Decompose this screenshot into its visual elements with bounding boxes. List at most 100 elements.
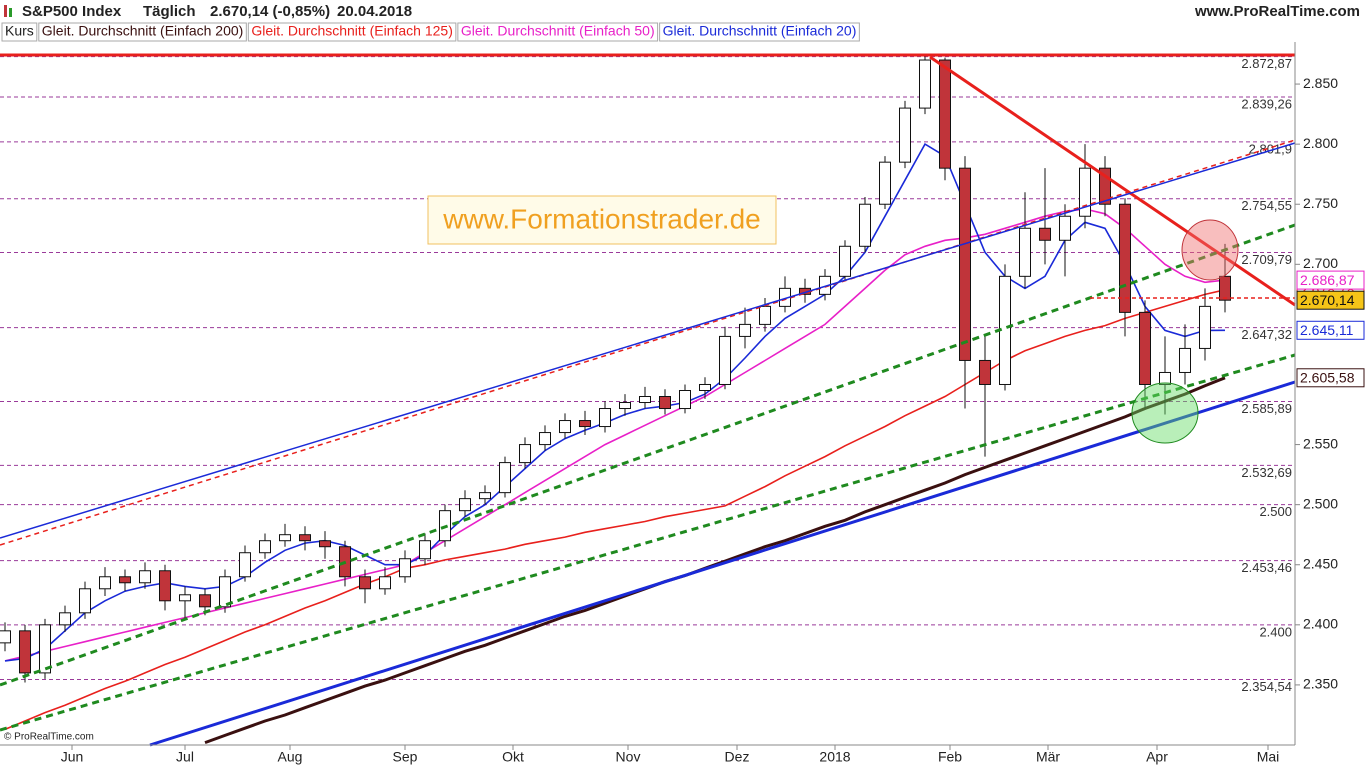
candle-body (879, 161, 891, 205)
trendline (929, 55, 1296, 307)
x-tick-label: Feb (938, 749, 962, 765)
candle-body (679, 389, 691, 410)
x-tick-label: Aug (278, 749, 303, 765)
candle-body (359, 576, 371, 590)
y-tick-label: 2.400 (1303, 616, 1338, 632)
moving-average (4, 289, 1226, 731)
candle-body (1159, 371, 1171, 385)
legend-entry: Gleit. Durchschnitt (Einfach 125) (251, 23, 453, 39)
candle-body (579, 420, 591, 428)
candle-body (1099, 167, 1111, 205)
x-tick-label: Sep (393, 749, 418, 765)
x-tick-label: Mai (1257, 749, 1280, 765)
trendline (0, 223, 1296, 687)
level-label: 2.801,9 (1249, 141, 1292, 156)
candle-body (239, 552, 251, 578)
trendlines (0, 53, 1296, 747)
candle-body (99, 576, 111, 590)
candle-body (599, 408, 611, 428)
price-box (1296, 290, 1365, 310)
candle-body (499, 462, 511, 494)
x-tick-label: Jul (176, 749, 194, 765)
candle-body (519, 444, 531, 464)
level-label: 2.709,79 (1241, 252, 1292, 267)
x-tick-label: Nov (616, 749, 641, 765)
highlight (1131, 382, 1199, 444)
x-tick-label: Okt (502, 749, 524, 765)
quote: 2.670,14 (-0,85%) (210, 3, 330, 20)
price-box (1296, 368, 1365, 388)
source: www.ProRealTime.com (1194, 3, 1360, 20)
level-label: 2.532,69 (1241, 465, 1292, 480)
candle-body (1059, 215, 1071, 241)
price-box (1296, 320, 1365, 340)
watermark: www.Formationstrader.de (442, 203, 760, 234)
level-label: 2.754,55 (1241, 198, 1292, 213)
candle-body (419, 540, 431, 560)
x-tick-label: 2018 (819, 749, 850, 765)
candle-body (79, 588, 91, 614)
legend-box (659, 22, 860, 42)
legend-box (38, 22, 247, 42)
legend-entry: Gleit. Durchschnitt (Einfach 200) (42, 23, 244, 39)
period: Täglich (143, 3, 196, 20)
candle-body (739, 323, 751, 337)
x-tick-label: Jun (61, 749, 84, 765)
candle-body (399, 558, 411, 578)
level-label: 2.354,54 (1241, 679, 1292, 694)
x-tick-label: Dez (725, 749, 750, 765)
candle-body (539, 432, 551, 446)
price-label: 2.605,58 (1300, 369, 1355, 385)
price-label: 2.645,11 (1300, 322, 1354, 338)
candle-body (319, 540, 331, 548)
trendline (0, 139, 1296, 546)
y-tick-label: 2.500 (1303, 495, 1338, 511)
legend-box (457, 22, 659, 42)
legend: Kurs Gleit. Durchschnitt (Einfach 200) Gle… (1, 22, 860, 42)
price-label: 2.686,87 (1300, 272, 1355, 288)
legend-box (1, 22, 38, 42)
watermark-box (427, 195, 777, 245)
y-tick-label: 2.800 (1303, 135, 1338, 151)
level-label: 2.872,87 (1241, 56, 1292, 71)
candle-body (699, 383, 711, 391)
candle-body (379, 576, 391, 590)
candle-body (0, 630, 11, 644)
title: S&P500 Index (22, 3, 122, 20)
date: 20.04.2018 (337, 3, 412, 20)
candle-body (859, 203, 871, 247)
level-label: 2.500 (1259, 504, 1292, 519)
candle-body (1199, 305, 1211, 349)
trendline (149, 380, 1296, 747)
icon (9, 8, 12, 17)
candle-body (259, 540, 271, 554)
icon (4, 5, 7, 17)
candle-body (659, 396, 671, 410)
highlight (1181, 219, 1239, 281)
candle-body (759, 305, 771, 325)
candle-body (979, 359, 991, 385)
y-tick-label: 2.850 (1303, 75, 1338, 91)
candle-body (299, 534, 311, 542)
candle-body (959, 167, 971, 361)
candle-body (939, 59, 951, 169)
candle-body (719, 335, 731, 385)
candle-body (1219, 275, 1231, 301)
candle-body (639, 396, 651, 404)
candle-body (899, 107, 911, 163)
candle-body (219, 576, 231, 608)
y-tick-label: 2.350 (1303, 676, 1338, 692)
candle-body (119, 576, 131, 584)
moving-average (4, 142, 1226, 662)
y-tick-label: 2.550 (1303, 435, 1338, 451)
candle-body (279, 534, 291, 542)
candle-body (459, 498, 471, 512)
candle-body (199, 594, 211, 608)
y-tick-label: 2.700 (1303, 255, 1338, 271)
candle-body (1139, 311, 1151, 385)
plot: 2.872,87 2.839,26 2.801,9 2.754,55 2.709,79 2… (0, 56, 1295, 745)
candle-body (619, 402, 631, 410)
candle-body (1179, 347, 1191, 373)
level-label: 2.453,46 (1241, 560, 1292, 575)
level-label: 2.400 (1259, 624, 1292, 639)
